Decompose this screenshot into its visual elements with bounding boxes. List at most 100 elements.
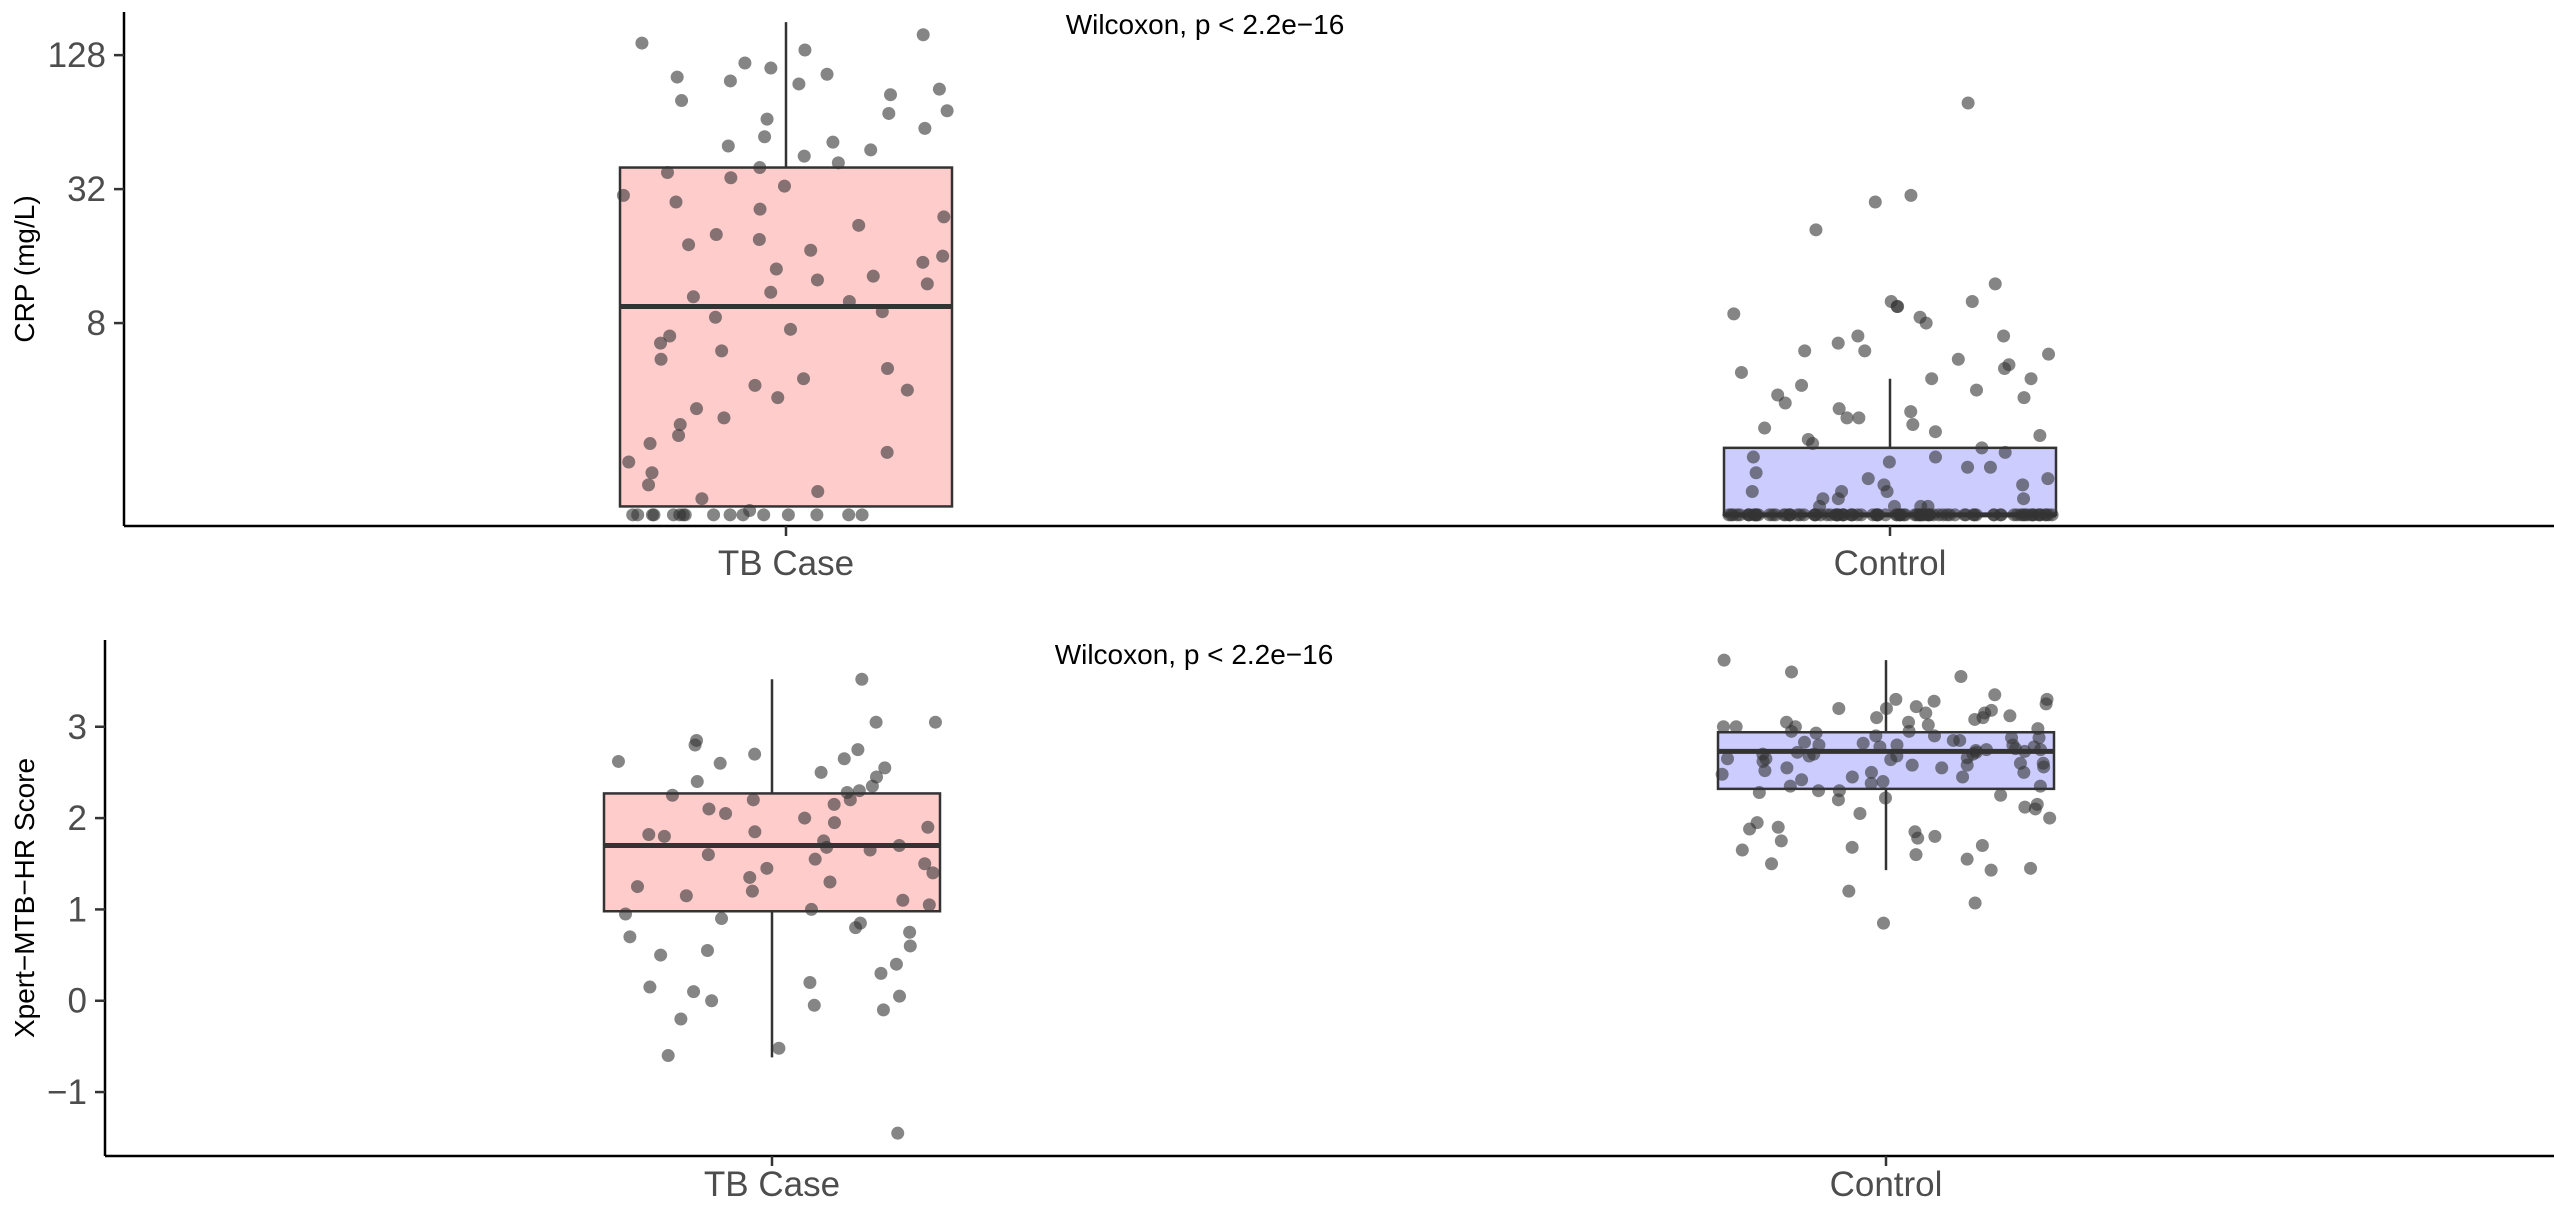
data-point [1745, 485, 1759, 499]
box-tb-case [602, 679, 942, 1058]
data-point [831, 156, 845, 170]
data-point [753, 161, 767, 175]
data-point [1749, 466, 1763, 480]
data-point [900, 383, 914, 397]
data-point [1876, 775, 1890, 789]
data-point [808, 852, 822, 866]
data-point [1831, 793, 1845, 807]
data-point [1928, 425, 1942, 439]
data-point [826, 135, 840, 149]
data-point [842, 295, 856, 309]
data-point [642, 478, 656, 492]
data-point [657, 829, 671, 843]
data-point [748, 825, 762, 839]
data-point [1795, 773, 1809, 787]
data-point [893, 989, 907, 1003]
points-control [1715, 653, 2057, 930]
data-point [1785, 665, 1799, 679]
data-point [2034, 743, 2048, 757]
data-point [1902, 724, 1916, 738]
data-point [1832, 701, 1846, 715]
data-point [827, 797, 841, 811]
data-point [2037, 760, 2051, 774]
data-point [792, 77, 806, 91]
data-point [1882, 455, 1896, 469]
data-point [1994, 788, 2008, 802]
data-point [1729, 720, 1743, 734]
data-point [827, 816, 841, 830]
data-point [1774, 834, 1788, 848]
data-point [1831, 336, 1845, 350]
wilcoxon-annotation: Wilcoxon, p < 2.2e−16 [1066, 9, 1345, 40]
data-point [882, 106, 896, 120]
data-point [2018, 800, 2032, 814]
data-point [781, 508, 795, 522]
box-tb-case [618, 22, 954, 508]
data-point [1809, 223, 1823, 237]
data-point [797, 372, 811, 386]
data-point [1904, 188, 1918, 202]
data-point [675, 94, 689, 108]
data-point [1946, 733, 1960, 747]
data-point [869, 715, 883, 729]
data-point [2043, 811, 2057, 825]
data-point [884, 88, 898, 102]
data-point [753, 202, 767, 216]
data-point [1921, 718, 1935, 732]
x-tick-label: TB Case [704, 1165, 840, 1204]
data-point [1784, 724, 1798, 738]
data-point [752, 232, 766, 246]
data-point [1880, 485, 1894, 499]
data-point [1771, 820, 1785, 834]
data-point [713, 756, 727, 770]
data-point [1869, 729, 1883, 743]
data-point [707, 508, 721, 522]
data-point [1889, 692, 1903, 706]
data-point [916, 255, 930, 269]
data-point [709, 228, 723, 242]
data-point [1721, 752, 1735, 766]
data-point [669, 195, 683, 209]
data-point [619, 907, 633, 921]
data-point [1935, 761, 1949, 775]
data-point [670, 70, 684, 84]
data-point [1879, 701, 1893, 715]
data-point [1909, 848, 1923, 862]
data-point [743, 870, 757, 884]
data-point [928, 715, 942, 729]
data-point [1928, 829, 1942, 843]
data-point [1951, 352, 1965, 366]
data-point [1988, 277, 2002, 291]
data-point [2041, 472, 2055, 486]
data-point [891, 1126, 905, 1140]
data-point [1864, 765, 1878, 779]
data-point [892, 838, 906, 852]
data-point [686, 290, 700, 304]
y-axis-title: CRP (mg/L) [9, 195, 40, 342]
data-point [1878, 791, 1892, 805]
data-point [1741, 508, 1755, 522]
data-point [1975, 838, 1989, 852]
data-point [2020, 508, 2034, 522]
data-point [916, 28, 930, 42]
panel-2: −1 0 1 2 3 TB Case Control Xpert−MTB−HR Score Wi… [9, 639, 2554, 1204]
data-point [654, 336, 668, 350]
data-point [679, 889, 693, 903]
data-point [1734, 365, 1748, 379]
data-point [852, 784, 866, 798]
data-point [922, 898, 936, 912]
data-point [738, 56, 752, 70]
data-point [1854, 508, 1868, 522]
data-point [937, 210, 951, 224]
data-point [811, 485, 825, 499]
data-point [777, 179, 791, 193]
data-point [797, 149, 811, 163]
data-point [1782, 508, 1796, 522]
data-point [1909, 700, 1923, 714]
data-point [2003, 709, 2017, 723]
data-point [687, 985, 701, 999]
data-point [1965, 295, 1979, 309]
x-tick-label: Control [1834, 544, 1947, 583]
